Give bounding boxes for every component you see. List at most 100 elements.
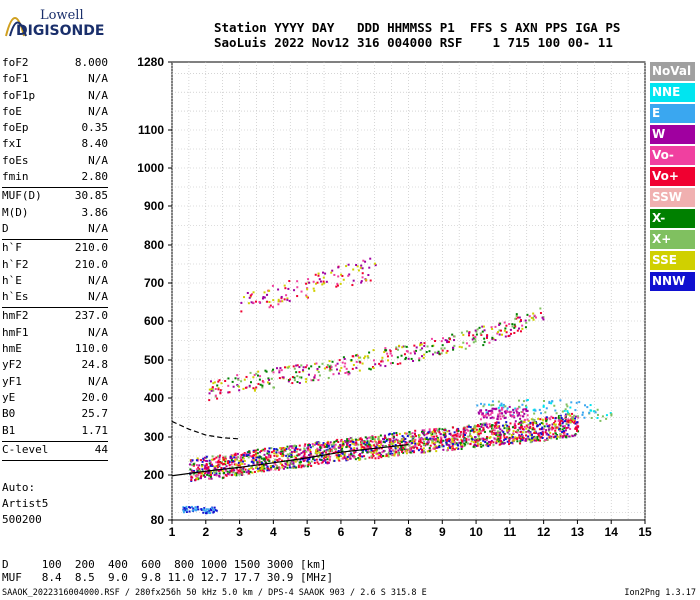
echo-point (227, 462, 230, 465)
echo-point (201, 464, 204, 467)
echo-point (377, 453, 380, 456)
echo-point (255, 454, 258, 457)
echo-point (478, 434, 481, 437)
echo-point (250, 293, 253, 296)
echo-point (485, 416, 488, 419)
echo-point (463, 437, 466, 440)
echo-point (322, 280, 325, 283)
echo-point (355, 354, 358, 357)
echo-point (285, 463, 288, 466)
echo-point (483, 341, 486, 344)
echo-point (476, 441, 479, 444)
echo-point (364, 449, 367, 452)
echo-point (530, 433, 533, 436)
echo-point (437, 438, 440, 441)
echo-point (313, 459, 316, 462)
echo-point (473, 444, 476, 447)
echo-point (348, 372, 351, 375)
echo-point (594, 411, 597, 414)
echo-point (308, 281, 311, 284)
echo-point (545, 407, 548, 410)
echo-point (419, 348, 422, 351)
echo-point (419, 447, 422, 450)
echo-point (293, 376, 296, 379)
echo-point (345, 367, 348, 370)
echo-point (524, 438, 527, 441)
echo-point (544, 417, 547, 420)
echo-point (466, 425, 469, 428)
echo-point (231, 454, 234, 457)
echo-point (484, 414, 487, 417)
echo-point (289, 466, 292, 469)
echo-point (255, 449, 258, 452)
echo-point (476, 439, 479, 442)
echo-point (570, 401, 573, 404)
echo-point (453, 439, 456, 442)
echo-point (519, 440, 522, 443)
echo-point (286, 456, 289, 459)
param-separator (2, 460, 108, 462)
param-row: B0 25.7 (2, 407, 108, 423)
echo-point (303, 465, 306, 468)
echo-point (360, 438, 363, 441)
echo-point (423, 342, 426, 345)
echo-point (192, 473, 195, 476)
echo-point (527, 419, 530, 422)
param-row: fmin 2.80 (2, 170, 108, 186)
param-row: foE N/A (2, 105, 108, 121)
echo-point (491, 411, 494, 414)
echo-point (316, 367, 319, 370)
echo-point (421, 429, 424, 432)
echo-point (334, 448, 337, 451)
echo-point (466, 428, 469, 431)
echo-point (505, 409, 508, 412)
echo-point (452, 442, 455, 445)
echo-point (441, 337, 444, 340)
echo-point (459, 430, 462, 433)
profile-dashed-line (171, 420, 240, 440)
echo-point (265, 456, 268, 459)
echo-point (498, 438, 501, 441)
echo-point (516, 411, 519, 414)
echo-point (391, 443, 394, 446)
echo-point (299, 448, 302, 451)
echo-point (201, 465, 204, 468)
echo-point (554, 427, 557, 430)
echo-point (531, 421, 534, 424)
echo-point (420, 341, 423, 344)
echo-point (349, 457, 352, 460)
echo-point (197, 472, 200, 475)
echo-point (489, 417, 492, 420)
echo-point (277, 288, 280, 291)
echo-point (494, 432, 497, 435)
echo-point (422, 444, 425, 447)
echo-point (291, 382, 294, 385)
echo-point (368, 456, 371, 459)
echo-point (513, 416, 516, 419)
echo-point (536, 425, 539, 428)
echo-point (378, 439, 381, 442)
echo-point (521, 403, 524, 406)
echo-point (494, 424, 497, 427)
echo-point (363, 446, 366, 449)
echo-point (318, 451, 321, 454)
param-row: B1 1.71 (2, 424, 108, 440)
echo-point (551, 423, 554, 426)
echo-point (501, 415, 504, 418)
echo-point (545, 416, 548, 419)
echo-point (546, 432, 549, 435)
echo-point (573, 420, 576, 423)
echo-point (243, 452, 246, 455)
echo-point (339, 444, 342, 447)
echo-point (387, 453, 390, 456)
echo-point (293, 449, 296, 452)
echo-point (383, 436, 386, 439)
echo-point (415, 349, 418, 352)
echo-point (394, 440, 397, 443)
echo-point (224, 459, 227, 462)
echo-point (479, 443, 482, 446)
echo-point (344, 362, 347, 365)
echo-point (330, 368, 333, 371)
echo-point (504, 327, 507, 330)
echo-point (531, 428, 534, 431)
